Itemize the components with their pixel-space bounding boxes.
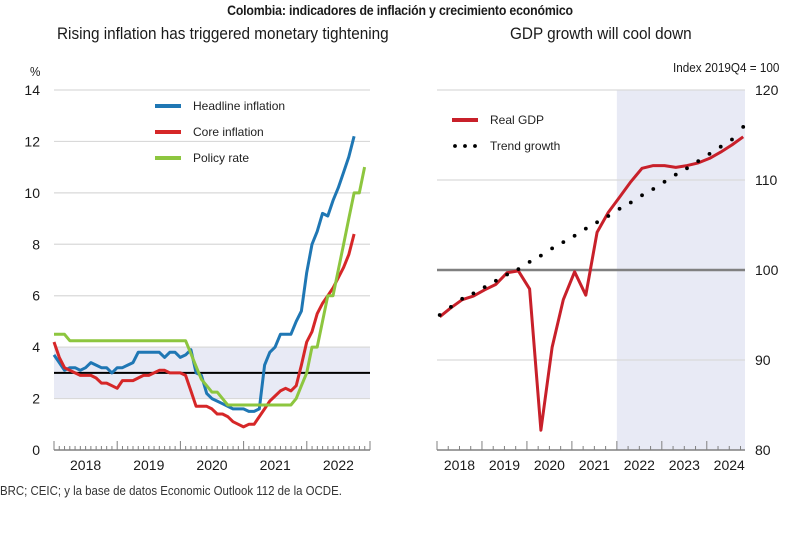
x-tick-label: 2022 [624,457,655,473]
trend-dot [595,220,599,225]
figure-title: Colombia: indicadores de inflación y cre… [227,2,573,18]
legend-swatch-dot [453,144,457,148]
trend-dot [449,305,453,309]
right-y-axis-unit: Index 2019Q4 = 100 [673,60,780,75]
trend-dot [437,313,442,317]
series-line-policy-rate [54,166,367,407]
right-panel-title: GDP growth will cool down [510,24,692,43]
x-tick-label: 2024 [714,457,745,473]
trend-dot [741,125,746,129]
x-tick-label: 2019 [489,457,520,473]
trend-dot [696,159,701,164]
trend-dot [662,179,667,184]
legend-swatch-dot [473,144,477,148]
y-tick-label: 80 [755,442,771,458]
trend-dot [561,240,566,245]
x-tick-label: 2023 [669,457,700,473]
legend-label: Trend growth [490,139,560,153]
x-tick-label: 2022 [323,457,354,473]
trend-dot [538,253,543,258]
trend-dot [583,226,588,231]
left-y-axis-unit: % [30,64,41,79]
trend-dot [640,193,644,198]
trend-dot [482,285,487,289]
y-tick-label: 8 [32,236,40,252]
trend-dot [606,214,611,218]
trend-dot [707,152,712,156]
y-tick-label: 14 [24,82,40,98]
x-tick-label: 2018 [70,457,101,473]
trend-dot [685,166,689,171]
trend-dot [673,172,678,177]
series-line-core-inflation [52,233,356,429]
source-note: BRC; CEIC; y la base de datos Economic O… [0,483,342,498]
legend-label: Headline inflation [193,99,285,113]
legend-swatch-dot [463,144,467,148]
y-tick-label: 90 [755,352,771,368]
trend-dot [617,206,622,211]
y-tick-label: 6 [32,288,40,304]
trend-dot [572,233,577,238]
legend-label: Policy rate [193,151,249,165]
x-tick-label: 2020 [196,457,227,473]
left-panel-title: Rising inflation has triggered monetary … [57,24,389,43]
trend-dot [516,267,521,271]
x-tick-label: 2021 [260,457,291,473]
series-line-real-gdp [438,135,745,432]
x-tick-label: 2020 [534,457,565,473]
legend-label: Real GDP [490,113,544,127]
trend-dot [730,137,734,142]
y-tick-label: 120 [755,82,779,98]
trend-dot [550,246,555,251]
legend-label: Core inflation [193,125,264,139]
y-tick-label: 110 [755,172,778,188]
trend-dot [505,272,510,277]
trend-dot [471,291,476,296]
y-tick-label: 10 [24,185,40,201]
trend-dot [460,296,465,301]
trend-dot [651,187,656,191]
x-tick-label: 2019 [133,457,164,473]
trend-dot [494,278,498,283]
trend-dot [628,200,633,205]
x-tick-label: 2018 [444,457,475,473]
y-tick-label: 0 [32,442,40,458]
trend-dot [718,144,723,149]
y-tick-label: 12 [24,133,40,149]
y-tick-label: 2 [32,391,40,407]
y-tick-label: 4 [32,339,40,355]
trend-dot [527,260,532,264]
y-tick-label: 100 [755,262,779,278]
x-tick-label: 2021 [579,457,610,473]
